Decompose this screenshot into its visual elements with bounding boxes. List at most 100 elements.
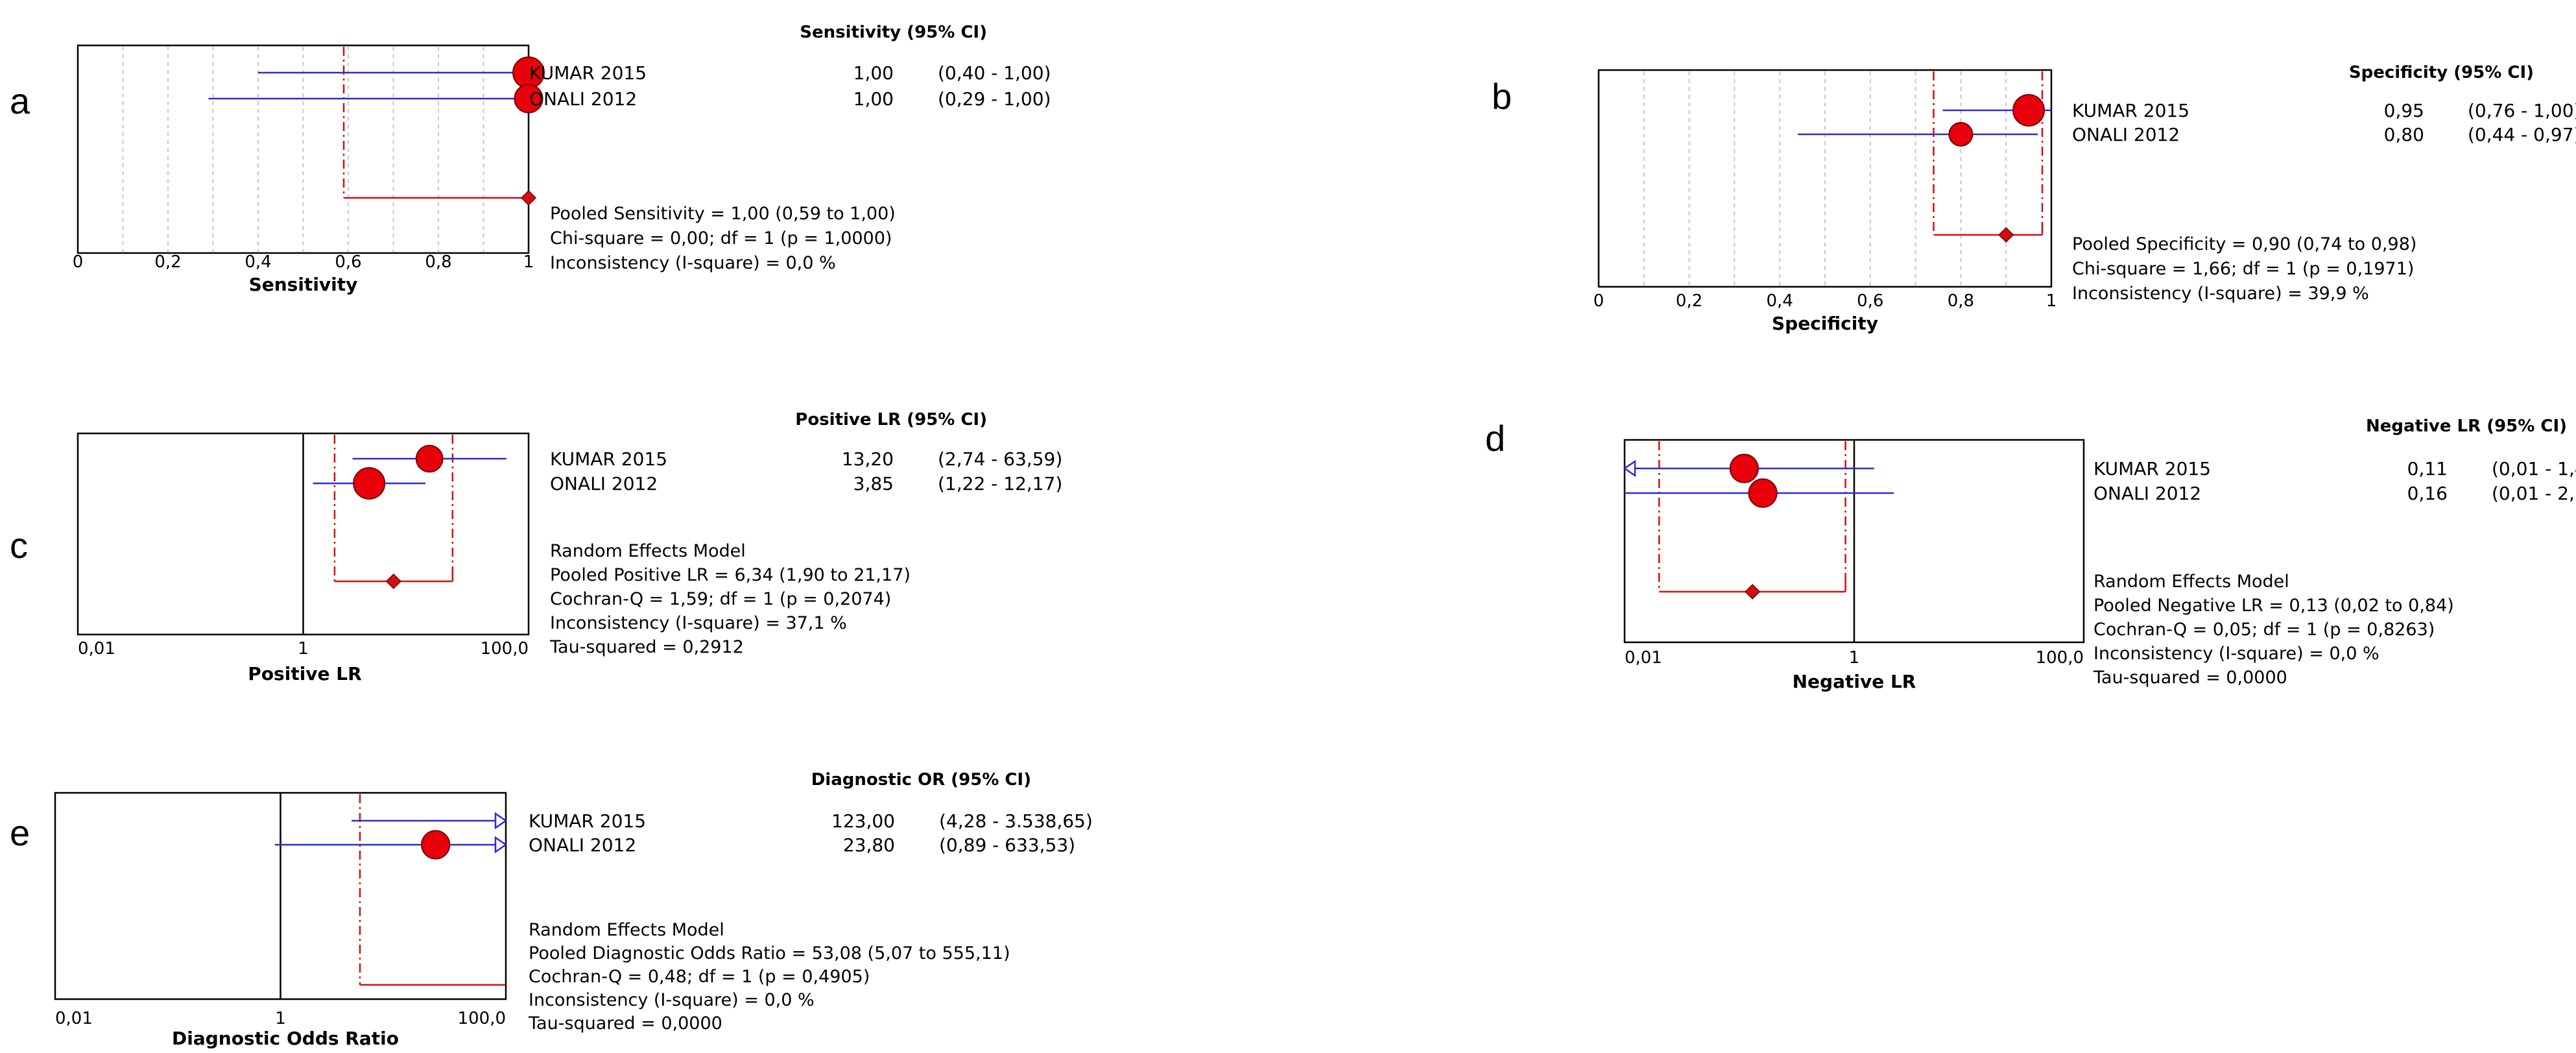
study-name: KUMAR 2015 (2072, 100, 2189, 121)
panel-letter: c (10, 525, 28, 566)
summary-statistic: Inconsistency (I-square) = 0,0 % (2093, 644, 2379, 664)
study-estimate: 3,85 (853, 473, 894, 494)
column-header: Negative LR (95% CI) (2366, 417, 2567, 436)
study-ci: (2,74 - 63,59) (938, 448, 1062, 470)
study-point-estimate (514, 84, 543, 114)
study-ci: (0,76 - 1,00) (2468, 100, 2576, 121)
x-tick-label: 0,6 (1857, 291, 1883, 311)
x-axis-label: Sensitivity (249, 274, 358, 295)
study-estimate: 1,00 (853, 62, 894, 84)
x-tick-label: 0,2 (1676, 291, 1702, 311)
study-point-estimate (1748, 478, 1778, 508)
panel-letter: e (10, 812, 30, 853)
summary-statistic: Chi-square = 0,00; df = 1 (p = 1,0000) (550, 228, 892, 248)
study-estimate: 0,11 (2407, 458, 2448, 479)
pooled-estimate-diamond (385, 573, 401, 590)
study-estimate: 0,16 (2407, 483, 2448, 504)
study-name: ONALI 2012 (529, 834, 636, 856)
x-tick-label: 0,8 (1948, 291, 1974, 311)
study-ci: (0,29 - 1,00) (938, 88, 1051, 110)
study-ci: (0,01 - 2,21) (2492, 483, 2576, 504)
x-tick-label: 0 (1593, 291, 1604, 311)
summary-statistic: Tau-squared = 0,0000 (528, 1013, 722, 1034)
study-ci: (0,89 - 633,53) (939, 834, 1075, 856)
study-ci: (0,01 - 1,49) (2492, 458, 2576, 479)
x-tick-label: 0,01 (78, 639, 115, 659)
x-tick-label: 0,01 (1625, 648, 1662, 668)
pooled-estimate-diamond (1998, 226, 2014, 243)
study-name: ONALI 2012 (529, 88, 637, 110)
x-tick-label: 1 (1849, 648, 1860, 668)
study-name: KUMAR 2015 (529, 62, 647, 84)
summary-statistic: Inconsistency (I-square) = 0,0 % (550, 253, 836, 273)
study-estimate: 123,00 (831, 810, 895, 832)
column-header: Diagnostic OR (95% CI) (811, 770, 1031, 790)
x-tick-label: 0,6 (335, 252, 361, 272)
x-tick-label: 1 (275, 1009, 286, 1028)
forest-panel-d: d KUMAR 2015 0,11 (0,01 - 1,49) ONALI 2012 0,… (1485, 417, 2576, 692)
study-point-estimate (415, 444, 444, 473)
x-tick-label: 1 (2046, 291, 2057, 311)
summary-statistic: Tau-squared = 0,2912 (549, 637, 744, 657)
study-name: KUMAR 2015 (529, 810, 646, 832)
forest-panel-b: b KUMAR 2015 0,95 (0,76 - 1,00) ONALI 2012 0,… (1492, 63, 2576, 334)
summary-statistic: Random Effects Model (550, 541, 746, 561)
study-point-estimate (1729, 454, 1759, 483)
study-estimate: 1,00 (853, 88, 894, 110)
summary-statistic: Pooled Negative LR = 0,13 (0,02 to 0,84) (2093, 596, 2454, 616)
study-ci: (0,40 - 1,00) (938, 62, 1051, 84)
study-point-estimate (1948, 122, 1974, 147)
x-tick-label: 0,2 (154, 252, 181, 272)
forest-panel-c: c KUMAR 2015 13,20 (2,74 - 63,59) ONALI 2012… (10, 410, 1062, 684)
x-tick-label: 1 (523, 252, 534, 272)
column-header: Positive LR (95% CI) (795, 410, 987, 430)
ci-arrow-right (494, 812, 508, 830)
study-point-estimate (421, 830, 451, 860)
study-name: KUMAR 2015 (550, 448, 667, 470)
plot-frame (77, 44, 530, 254)
x-tick-label: 0,4 (244, 252, 271, 272)
summary-statistic: Cochran-Q = 1,59; df = 1 (p = 0,2074) (550, 589, 891, 609)
study-name: ONALI 2012 (2072, 124, 2180, 145)
pooled-estimate-diamond (520, 189, 537, 206)
x-tick-label: 0,4 (1767, 291, 1793, 311)
study-point-estimate (2012, 94, 2045, 127)
summary-statistic: Cochran-Q = 0,48; df = 1 (p = 0,4905) (529, 967, 870, 987)
forest-panel-e: e KUMAR 2015 123,00 (4,28 - 3.538,65) ONALI … (10, 770, 1093, 1049)
study-name: KUMAR 2015 (2093, 458, 2211, 479)
summary-statistic: Pooled Specificity = 0,90 (0,74 to 0,98) (2072, 234, 2416, 254)
study-name: ONALI 2012 (2093, 483, 2201, 504)
x-tick-label: 0,01 (55, 1009, 93, 1028)
panel-letter: a (10, 80, 30, 121)
summary-statistic: Tau-squared = 0,0000 (2093, 668, 2287, 688)
summary-statistic: Inconsistency (I-square) = 0,0 % (529, 990, 815, 1010)
summary-statistic: Inconsistency (I-square) = 39,9 % (2072, 284, 2369, 304)
study-estimate: 23,80 (843, 834, 895, 856)
column-header: Specificity (95% CI) (2349, 63, 2534, 82)
plot-frame (1597, 69, 2053, 288)
summary-statistic: Pooled Positive LR = 6,34 (1,90 to 21,17… (550, 565, 911, 585)
study-estimate: 13,20 (842, 448, 894, 470)
study-ci: (0,44 - 0,97) (2468, 124, 2576, 145)
study-ci: (1,22 - 12,17) (938, 473, 1062, 494)
summary-statistic: Random Effects Model (2093, 572, 2289, 592)
study-point-estimate (353, 467, 386, 500)
pooled-estimate-diamond (1745, 583, 1761, 600)
x-axis-label: Specificity (1772, 313, 1878, 334)
panel-letter: b (1492, 76, 1512, 117)
study-estimate: 0,95 (2384, 100, 2424, 121)
column-header: Sensitivity (95% CI) (800, 23, 987, 42)
study-estimate: 0,80 (2384, 124, 2424, 145)
x-tick-label: 100,0 (458, 1009, 506, 1028)
x-tick-label: 100,0 (481, 639, 529, 659)
summary-statistic: Cochran-Q = 0,05; df = 1 (p = 0,8263) (2093, 620, 2435, 640)
summary-statistic: Chi-square = 1,66; df = 1 (p = 0,1971) (2072, 259, 2414, 279)
summary-statistic: Inconsistency (I-square) = 37,1 % (550, 613, 847, 633)
x-axis-label: Diagnostic Odds Ratio (172, 1028, 399, 1049)
summary-statistic: Pooled Diagnostic Odds Ratio = 53,08 (5,… (529, 943, 1010, 963)
ci-arrow-right (494, 836, 508, 854)
study-ci: (4,28 - 3.538,65) (939, 810, 1093, 832)
study-name: ONALI 2012 (550, 473, 658, 494)
summary-statistic: Random Effects Model (529, 920, 724, 940)
